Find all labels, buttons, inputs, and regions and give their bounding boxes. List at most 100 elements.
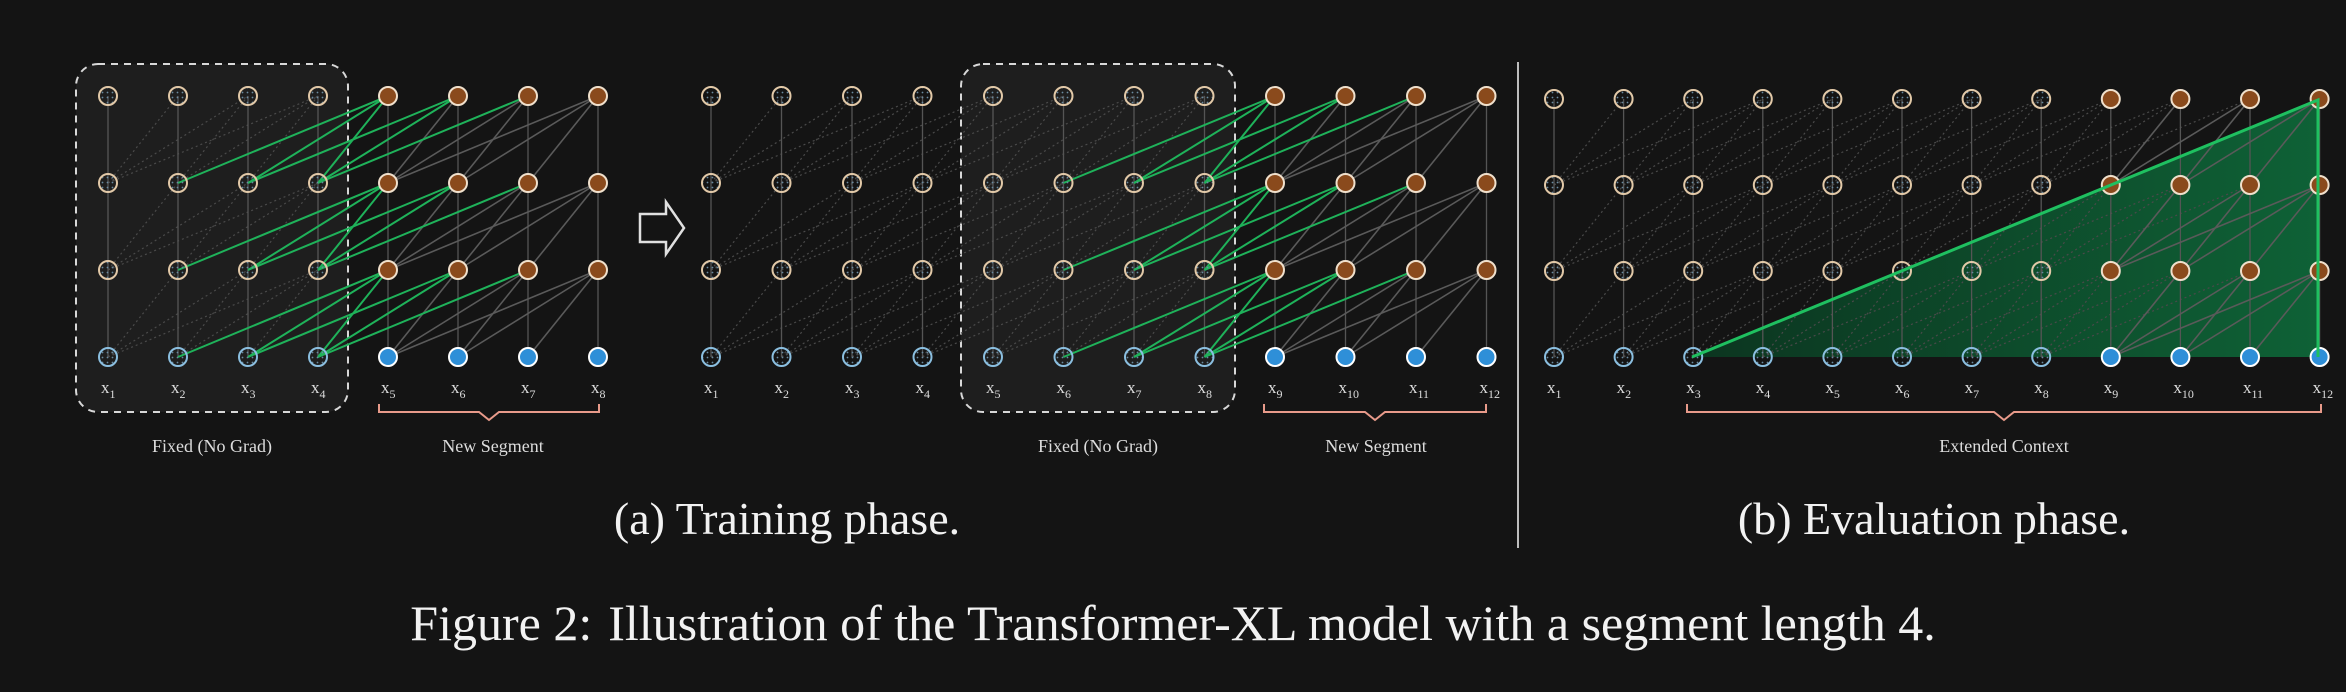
segment-edge [387,269,599,358]
context-edge [781,182,994,271]
hidden-node-fixed [168,260,188,280]
input-node [2309,347,2330,367]
hidden-node-fixed [238,173,258,193]
input-node-fixed [842,347,862,367]
context-edge [710,95,923,184]
context-edge [107,269,179,358]
figure-caption-text: Illustration of the Transformer-XL model… [608,595,1936,651]
gradient-edge [1133,182,1346,271]
segment-edge [1415,95,1488,184]
hidden-node [1335,260,1356,280]
token-label: x7 [521,378,536,401]
context-edge [177,95,249,184]
gradient-edge [1133,269,1346,358]
segment-edge [2110,270,2251,358]
gradient-edge [1063,95,1276,184]
segment-edge [1345,182,1487,271]
hidden-node [518,260,538,280]
segment-edge [1415,269,1488,358]
segment-edge [2110,184,2251,272]
context-edge [1623,98,1694,186]
token-label: x11 [1409,378,1429,401]
hidden-node-fixed [238,86,258,106]
context-edge [851,182,1064,271]
segment-edge [1415,182,1488,271]
input-node [588,347,608,367]
gradient-edge [1063,182,1276,271]
segment-edge [2249,184,2321,272]
extended-context-outline [1691,97,2320,359]
token-label: x2 [1617,378,1632,401]
gradient-edge [1204,269,1417,358]
input-node [1265,347,1285,367]
context-edge [1971,270,2042,358]
context-edge [1901,98,1973,186]
gradient-edge [1203,182,1347,271]
segment-edges [710,95,1488,358]
segment-edge [387,95,599,184]
token-label: x7 [1965,378,1980,401]
context-edge [992,269,1205,358]
token-label: x3 [1686,378,1701,401]
segment-edge [2110,270,2320,358]
context-edge [781,182,853,271]
fixed-region-box [75,63,349,413]
hidden-node-fixed [1683,261,1704,281]
context-edge [710,269,782,358]
gradient-edge [1203,269,1347,358]
hidden-node [1335,86,1356,106]
token-labels: x1 x2 x3 x4 x5 x6 x7 x8 [101,378,606,401]
gradient-edge [317,95,529,184]
token-label: x2 [775,378,790,401]
token-labels: x1 x2 x3 x4 x5 x6 x7 x8 x9 x10 x11 x12 [1547,378,2333,401]
context-edge [851,182,923,271]
hidden-node [2170,261,2191,281]
hidden-node-fixed [701,260,721,280]
input-node-fixed [1613,347,1634,367]
context-edge [1692,98,1764,186]
context-edge [1063,182,1135,271]
hidden-node-fixed [238,260,258,280]
hidden-node-fixed [1194,86,1215,106]
context-edge [710,269,923,358]
fixed-label-middle: Fixed (No Grad) [1038,436,1158,457]
segment-edge [387,269,529,358]
hidden-node-fixed [308,86,328,106]
arrow-right-icon [638,197,686,259]
context-edge [992,95,1064,184]
segment-edge [457,95,599,184]
hidden-node-fixed [1613,175,1634,195]
segment-edge [2110,98,2182,186]
input-node [448,347,468,367]
hidden-node [1265,173,1285,193]
hidden-node [518,86,538,106]
gradient-edge [177,182,389,271]
input-node-fixed [912,347,933,367]
context-edge [922,95,994,184]
hidden-node [1476,173,1497,193]
hidden-node [2240,175,2260,195]
hidden-node-fixed [1683,175,1704,195]
subcaption-training: (a) Training phase. [613,493,961,544]
hidden-node [1265,86,1285,106]
hidden-node-fixed [98,173,118,193]
segment-edge [2110,270,2182,358]
hidden-node-fixed [1822,89,1843,109]
hidden-node-fixed [842,173,862,193]
gradient-edge [1204,95,1417,184]
context-edge [710,182,782,271]
hidden-node-fixed [983,173,1003,193]
context-edge [107,95,179,184]
gradient-edge [317,269,459,358]
segment-edge [527,269,599,358]
input-node [378,347,398,367]
figure-label: Figure 2: [410,595,593,651]
input-node-fixed [1892,347,1912,367]
input-node-fixed [308,347,328,367]
token-label: x8 [591,378,606,401]
gradient-edge [1133,95,1276,184]
token-label: x4 [916,378,931,401]
token-label: x6 [1895,378,1910,401]
segment-edge [1274,182,1417,271]
segment-edge [527,182,599,271]
